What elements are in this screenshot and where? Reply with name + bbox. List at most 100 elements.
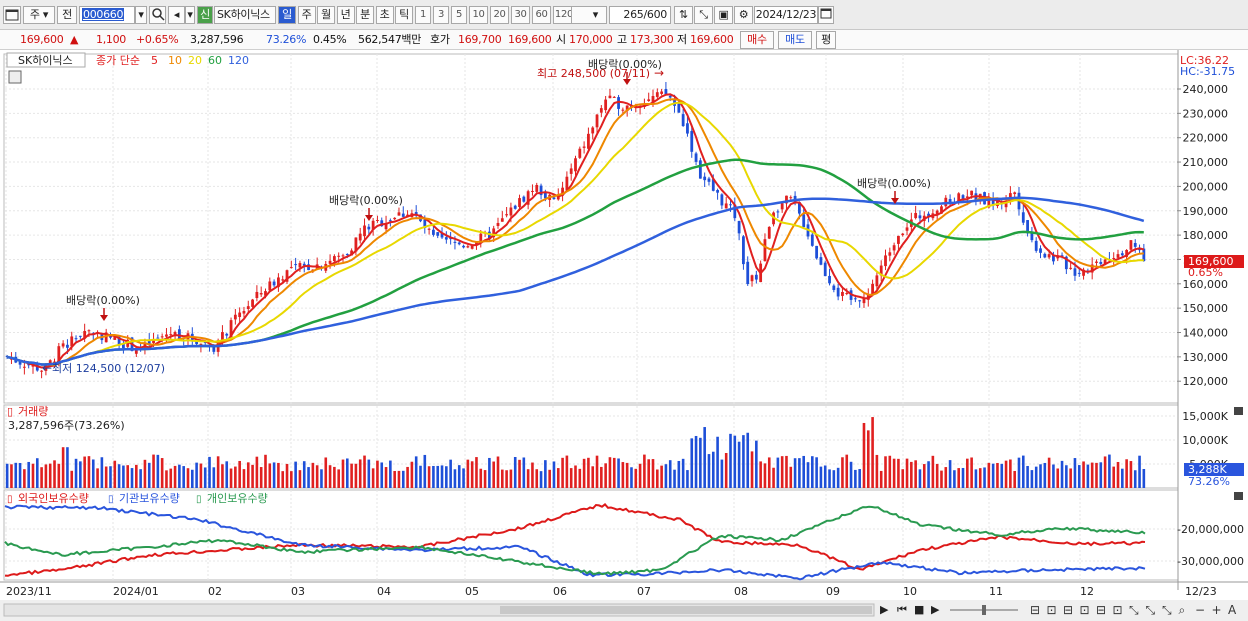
candle-body bbox=[991, 199, 995, 205]
gear-icon[interactable]: ⚙ bbox=[734, 6, 753, 24]
chart-tools-icon[interactable]: ⇅ bbox=[674, 6, 693, 24]
candle-body bbox=[328, 260, 332, 264]
volume-bar bbox=[427, 466, 431, 488]
high-price: 173,300 bbox=[630, 33, 674, 46]
quote-bar: 169,600 ▲ 1,100 +0.65% 3,287,596 73.26% … bbox=[0, 30, 1248, 50]
volume-bar bbox=[608, 457, 612, 488]
volume-title: 거래량 bbox=[18, 405, 48, 418]
candle-body bbox=[74, 338, 78, 340]
volume-bar bbox=[126, 465, 130, 488]
candle-body bbox=[160, 336, 164, 338]
volume-bar bbox=[656, 469, 659, 488]
candle-body bbox=[595, 114, 599, 128]
volume-bar bbox=[135, 464, 138, 488]
volume-bar bbox=[10, 464, 13, 488]
volume-badge-value: 3,288K bbox=[1188, 463, 1227, 476]
period-1[interactable]: 주 bbox=[297, 6, 316, 24]
market-select[interactable]: 주 ▾ bbox=[23, 6, 55, 24]
buy-button[interactable]: 매수 bbox=[740, 31, 774, 49]
period-0[interactable]: 일 bbox=[278, 6, 296, 24]
period-4[interactable]: 분 bbox=[356, 6, 374, 24]
candle-body bbox=[1004, 201, 1008, 208]
date-field[interactable]: 2024/12/23 bbox=[754, 6, 818, 24]
count-field[interactable]: 265/600 bbox=[609, 6, 671, 24]
volume-bar bbox=[376, 460, 379, 488]
empty-select[interactable]: ▾ bbox=[571, 6, 607, 24]
hoga-label: 호가 bbox=[430, 33, 450, 46]
flat-button[interactable]: 평 bbox=[816, 31, 836, 49]
code-input[interactable]: 000660 bbox=[79, 6, 135, 24]
min-arrow-icon: ← bbox=[42, 361, 52, 375]
volume-bar bbox=[793, 458, 797, 488]
candle-body bbox=[720, 194, 724, 206]
volume-bar bbox=[798, 458, 801, 488]
candle-body bbox=[1125, 249, 1129, 257]
candle-body bbox=[841, 291, 844, 296]
volume-bar bbox=[1047, 457, 1051, 488]
holding-lines bbox=[4, 503, 1146, 581]
candle-body bbox=[432, 229, 435, 235]
save-icon[interactable]: ▣ bbox=[714, 6, 733, 24]
interval-4[interactable]: 20 bbox=[490, 6, 509, 24]
date-tick-label: 04 bbox=[377, 585, 391, 598]
volume-bar bbox=[694, 435, 698, 488]
price-tick-label: 180,000 bbox=[1183, 229, 1229, 242]
candle-body bbox=[5, 355, 9, 358]
zoom-slider-handle bbox=[982, 605, 986, 615]
interval-6[interactable]: 60 bbox=[532, 6, 551, 24]
volume-bar bbox=[561, 457, 564, 488]
volume-bar bbox=[858, 469, 861, 488]
interval-7[interactable]: 120 bbox=[553, 6, 575, 24]
candle-body bbox=[621, 109, 625, 111]
price-badge-value: 169,600 bbox=[1188, 255, 1234, 268]
speaker-icon[interactable]: ◂ bbox=[168, 6, 185, 24]
indicator-icon[interactable]: ⤡ bbox=[694, 6, 713, 24]
speaker-dropdown-icon[interactable]: ▾ bbox=[185, 6, 195, 24]
interval-1[interactable]: 3 bbox=[433, 6, 449, 24]
holding-panel-close-icon bbox=[1234, 492, 1243, 500]
volume-bar bbox=[518, 459, 521, 488]
search-icon[interactable] bbox=[149, 6, 166, 24]
prev-button[interactable]: 전 bbox=[57, 6, 77, 24]
period-2[interactable]: 월 bbox=[317, 6, 335, 24]
candle-body bbox=[496, 222, 500, 226]
code-dropdown-icon[interactable]: ▾ bbox=[135, 6, 147, 24]
stock-chart[interactable]: 240,000 230,000 220,000 210,000 200,000 190,0… bbox=[0, 50, 1248, 621]
volume-bar bbox=[513, 457, 517, 488]
interval-3[interactable]: 10 bbox=[469, 6, 488, 24]
candle-body bbox=[83, 330, 87, 339]
volume-bar bbox=[173, 465, 177, 488]
volume-bar bbox=[79, 461, 82, 488]
volume-bar bbox=[5, 463, 9, 488]
candle-body bbox=[582, 146, 586, 148]
candle-body bbox=[436, 232, 440, 236]
volume-bar bbox=[888, 455, 892, 488]
candle-body bbox=[350, 250, 354, 256]
candle-body bbox=[961, 195, 965, 201]
calendar-icon[interactable] bbox=[818, 6, 834, 24]
dividend-arrow-icon bbox=[100, 315, 108, 321]
period-5[interactable]: 초 bbox=[375, 6, 394, 24]
playback-icon-0: ▶ bbox=[880, 603, 889, 616]
volume-bar bbox=[690, 438, 694, 488]
candle-body bbox=[457, 242, 461, 245]
period-6[interactable]: 틱 bbox=[395, 6, 413, 24]
date-tick-label: 12 bbox=[1080, 585, 1094, 598]
volume-bar bbox=[290, 471, 293, 488]
period-3[interactable]: 년 bbox=[336, 6, 355, 24]
volume-bar bbox=[711, 451, 715, 488]
volume-bar bbox=[1108, 454, 1111, 488]
inst-legend-icon: ▯ bbox=[108, 494, 114, 505]
window-icon[interactable] bbox=[3, 6, 21, 24]
interval-2[interactable]: 5 bbox=[451, 6, 467, 24]
candle-body bbox=[1116, 254, 1120, 258]
volume-bar bbox=[104, 466, 108, 488]
volume-bar bbox=[457, 465, 461, 488]
candle-body bbox=[285, 270, 289, 282]
interval-5[interactable]: 30 bbox=[511, 6, 530, 24]
sell-button[interactable]: 매도 bbox=[778, 31, 812, 49]
candle-body bbox=[716, 190, 719, 193]
new-badge[interactable]: 신 bbox=[197, 6, 213, 24]
date-tick-label: 12/23 bbox=[1185, 585, 1217, 598]
interval-0[interactable]: 1 bbox=[415, 6, 431, 24]
